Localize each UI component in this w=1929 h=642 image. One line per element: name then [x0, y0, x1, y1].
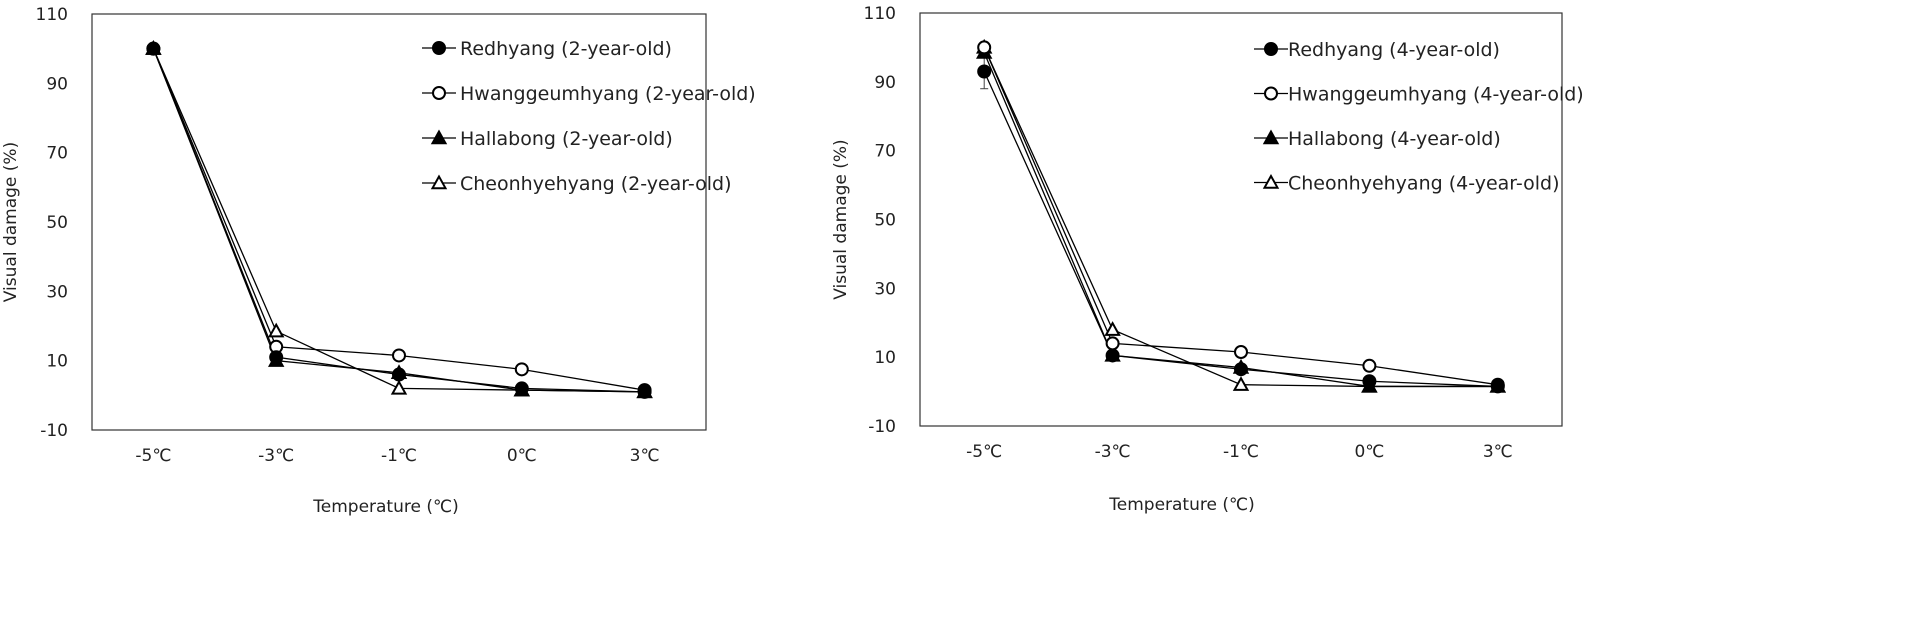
x-tick-label: -3℃	[1095, 442, 1131, 462]
data-point	[1104, 321, 1121, 336]
x-tick-label: -5℃	[966, 442, 1002, 462]
x-tick-label: 3℃	[630, 446, 660, 466]
data-point	[1234, 345, 1248, 360]
x-tick-label: 0℃	[1354, 442, 1384, 462]
data-point	[1362, 358, 1377, 373]
y-tick-label: 70	[46, 144, 68, 164]
data-point	[1490, 379, 1505, 394]
data-point	[514, 362, 529, 377]
y-tick-label: 10	[874, 348, 896, 368]
data-point	[514, 381, 529, 396]
legend-marker	[430, 174, 448, 190]
y-tick-label: 10	[46, 352, 68, 372]
x-tick-label: -3℃	[258, 446, 294, 466]
x-tick-label: -1℃	[1223, 442, 1259, 462]
y-tick-label: 30	[874, 279, 896, 299]
data-point	[146, 41, 161, 56]
y-tick-label: -10	[40, 421, 68, 441]
y-tick-label: 70	[874, 142, 896, 162]
legend-marker	[432, 41, 446, 55]
legend-marker	[1264, 86, 1278, 101]
legend-label: Redhyang (4-year-old)	[1288, 39, 1500, 61]
y-axis-label: Visual damage (%)	[831, 139, 851, 299]
y-tick-label: 110	[36, 5, 68, 25]
x-tick-label: -5℃	[135, 446, 171, 466]
x-tick-label: -1℃	[381, 446, 417, 466]
data-point	[1234, 362, 1248, 377]
legend: Redhyang (4-year-old) Hwanggeumhyang (4-y…	[1254, 39, 1584, 195]
legend-marker	[432, 86, 446, 100]
y-tick-label: 90	[874, 73, 896, 93]
plot-frame	[91, 13, 707, 431]
data-point	[269, 350, 284, 365]
y-tick-label: 110	[864, 4, 896, 24]
y-tick-label: 90	[46, 74, 68, 94]
data-point	[1105, 348, 1120, 363]
legend-label: Hwanggeumhyang (4-year-old)	[1288, 84, 1584, 106]
chart-panel-4-year-old: 110 90 70 50 30 10 -10 -5℃ -3℃ -1℃ 0℃ 3℃ Visual dama…	[831, 4, 1584, 515]
y-tick-label: 50	[46, 213, 68, 233]
series-line	[983, 71, 1498, 388]
data-point	[392, 348, 406, 363]
data-point	[268, 322, 285, 338]
legend: Redhyang (2-year-old) Hwanggeumhyang (2-y…	[422, 38, 756, 195]
legend-label: Redhyang (2-year-old)	[460, 38, 672, 60]
x-tick-label: 3℃	[1483, 442, 1513, 462]
chart-panel-2-year-old: 110 90 70 50 30 10 -10 -5℃ -3℃ -1℃ 0℃ 3℃ Visual dama…	[1, 5, 756, 517]
legend-label: Hallabong (2-year-old)	[460, 128, 673, 150]
legend-marker	[1264, 42, 1278, 56]
data-point	[1232, 376, 1250, 391]
legend-label: Cheonhyehyang (4-year-old)	[1288, 173, 1560, 195]
y-tick-label: 30	[46, 282, 68, 302]
data-point	[1105, 336, 1120, 351]
legend-label: Cheonhyehyang (2-year-old)	[460, 173, 732, 195]
y-tick-label: -10	[868, 417, 896, 437]
legend-label: Hwanggeumhyang (2-year-old)	[460, 83, 756, 105]
data-point	[637, 384, 652, 399]
data-point	[390, 379, 408, 395]
data-point	[977, 40, 992, 55]
data-point	[392, 367, 406, 382]
legend-marker	[430, 129, 448, 145]
legend-marker	[1262, 129, 1280, 145]
x-axis-label: Temperature (℃)	[312, 497, 458, 517]
y-tick-label: 50	[874, 211, 896, 231]
data-point	[1362, 374, 1377, 389]
legend-marker	[1262, 173, 1280, 189]
x-tick-label: 0℃	[507, 446, 537, 466]
legend-label: Hallabong (4-year-old)	[1288, 128, 1501, 150]
y-axis-label: Visual damage (%)	[1, 142, 21, 302]
x-axis-label: Temperature (℃)	[1108, 495, 1254, 515]
data-point	[977, 64, 992, 79]
plot-frame	[919, 12, 1563, 427]
